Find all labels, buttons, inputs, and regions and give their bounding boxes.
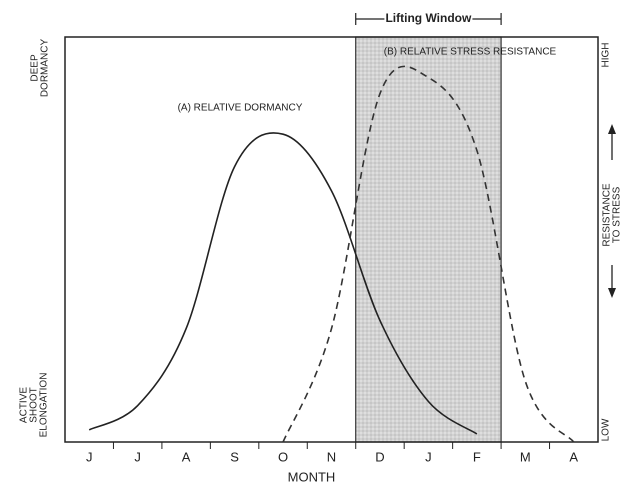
x-tick-label: N bbox=[327, 449, 336, 464]
y2-label-line: TO STRESS bbox=[612, 186, 623, 243]
x-axis-label: MONTH bbox=[288, 469, 336, 484]
y2-label-top: HIGH bbox=[601, 43, 612, 68]
y2-label-line: RESISTANCE bbox=[602, 183, 613, 246]
x-tick-label: M bbox=[520, 449, 531, 464]
y-label-bottom-line: ELONGATION bbox=[39, 373, 50, 438]
y-label-bottom-line: SHOOT bbox=[29, 387, 40, 423]
window-label-bg bbox=[384, 12, 473, 26]
y-label-top-line: DEEP bbox=[30, 54, 41, 82]
y2-label: RESISTANCE TO STRESS bbox=[602, 183, 623, 246]
lifting-window-shade bbox=[355, 36, 502, 443]
y-label-bottom: ACTIVE SHOOT ELONGATION bbox=[19, 373, 50, 438]
arrow-head bbox=[608, 124, 616, 134]
y-label-bottom-line: ACTIVE bbox=[19, 387, 30, 423]
y-label-top-line: DORMANCY bbox=[40, 39, 51, 98]
y-label-top: DEEP DORMANCY bbox=[30, 39, 51, 98]
x-tick-label: J bbox=[134, 449, 141, 464]
x-tick-label: A bbox=[569, 449, 578, 464]
arrow-head bbox=[608, 288, 616, 298]
series-label: (A) RELATIVE DORMANCY bbox=[178, 103, 303, 114]
y2-label-top-text: HIGH bbox=[601, 43, 612, 68]
series-line bbox=[88, 132, 478, 435]
x-tick-label: D bbox=[375, 449, 384, 464]
x-tick-label: F bbox=[473, 449, 481, 464]
x-tick-label: J bbox=[86, 449, 93, 464]
series-label: (B) RELATIVE STRESS RESISTANCE bbox=[384, 47, 557, 58]
window-label: Lifting Window bbox=[385, 11, 472, 25]
x-tick-label: A bbox=[182, 449, 191, 464]
y2-label-bottom-text: LOW bbox=[601, 418, 612, 441]
x-tick-label: S bbox=[230, 449, 239, 464]
plot-frame bbox=[64, 36, 599, 443]
x-tick-label: O bbox=[278, 449, 288, 464]
x-tick-label: J bbox=[425, 449, 432, 464]
y2-label-bottom: LOW bbox=[601, 418, 612, 441]
series-line bbox=[282, 65, 575, 443]
